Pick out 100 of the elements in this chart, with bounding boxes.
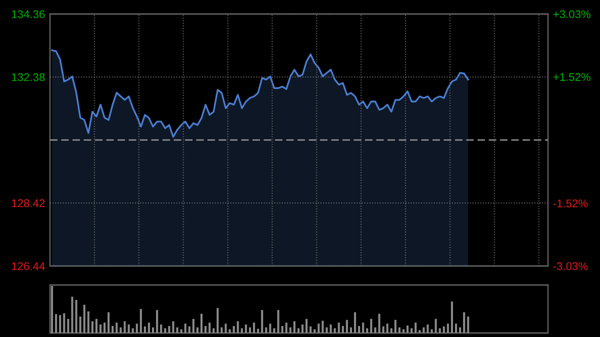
y2-tick-label: +3.03% — [553, 10, 590, 18]
bar — [75, 300, 78, 333]
bar — [261, 310, 264, 333]
bar — [208, 322, 211, 333]
bar — [132, 328, 134, 333]
bar — [152, 327, 154, 333]
bar — [297, 328, 300, 333]
bar — [410, 328, 413, 333]
bar — [192, 318, 194, 333]
bar — [59, 315, 62, 333]
bar — [293, 321, 296, 333]
bar — [277, 310, 280, 333]
bar — [184, 324, 186, 333]
bar — [176, 327, 178, 333]
bar — [374, 327, 376, 333]
bar — [216, 308, 219, 333]
bar — [79, 316, 82, 333]
bar — [156, 310, 158, 333]
bar — [116, 322, 118, 333]
bar — [99, 324, 102, 333]
y2-tick-label: -1.52% — [553, 199, 588, 208]
bar — [366, 328, 368, 333]
bar — [285, 322, 288, 333]
bar — [265, 327, 268, 333]
bar — [120, 327, 122, 333]
bar — [281, 326, 284, 333]
bar — [450, 301, 453, 333]
bar — [314, 329, 316, 333]
bar — [402, 329, 405, 333]
y-tick-label: 128.42 — [12, 199, 45, 208]
bar — [180, 329, 182, 333]
bar — [160, 324, 162, 333]
bar — [426, 324, 429, 333]
bar — [257, 328, 260, 333]
bar — [382, 326, 384, 333]
bar — [104, 322, 106, 333]
bar — [390, 328, 392, 333]
bar — [358, 326, 360, 333]
bar — [204, 326, 207, 333]
bar — [224, 324, 227, 333]
bar — [244, 324, 247, 333]
bar — [350, 327, 352, 333]
bar — [386, 324, 388, 333]
bar — [91, 321, 94, 333]
bar — [236, 321, 239, 333]
bar — [212, 328, 215, 333]
bar — [406, 325, 409, 333]
bar — [322, 320, 324, 333]
bar — [362, 322, 364, 333]
bar — [455, 324, 458, 333]
bar — [164, 328, 166, 333]
y-tick-label: 134.36 — [12, 10, 45, 18]
bar — [83, 304, 86, 333]
bar — [55, 314, 58, 333]
bar — [434, 318, 437, 333]
bar — [442, 326, 445, 333]
bar — [326, 327, 328, 333]
bar — [253, 322, 256, 333]
bar — [306, 318, 308, 333]
bar — [459, 327, 462, 333]
bar — [144, 326, 146, 333]
bar — [354, 312, 356, 333]
bar — [63, 313, 66, 333]
bar — [108, 312, 110, 333]
bar — [430, 329, 433, 333]
bar — [301, 324, 304, 333]
bar — [240, 328, 243, 333]
bar — [71, 296, 74, 333]
bar — [51, 286, 54, 333]
bar — [334, 328, 336, 333]
bar — [196, 327, 198, 333]
bar — [342, 326, 344, 333]
y2-tick-label: -3.03% — [553, 262, 588, 270]
bar — [398, 327, 400, 333]
y2-tick-label: +1.52% — [553, 73, 590, 81]
bar — [200, 314, 203, 333]
bar — [463, 312, 466, 333]
bar — [446, 324, 449, 333]
bar — [172, 321, 174, 333]
bar — [438, 328, 441, 333]
bar — [220, 327, 223, 333]
bar — [318, 324, 320, 333]
bar — [378, 314, 380, 333]
bar — [418, 330, 421, 333]
bar — [273, 328, 276, 333]
bar — [124, 321, 126, 333]
bar — [128, 324, 130, 333]
bar — [67, 318, 70, 333]
bar — [269, 324, 272, 333]
bar — [394, 320, 396, 333]
bar — [289, 327, 292, 333]
bar — [112, 326, 114, 333]
bar — [414, 322, 417, 333]
bar — [87, 311, 90, 333]
bar — [248, 327, 251, 333]
bar — [95, 318, 98, 333]
bar — [422, 327, 425, 333]
bar — [346, 320, 348, 333]
bar — [338, 322, 340, 333]
bar — [136, 324, 138, 333]
